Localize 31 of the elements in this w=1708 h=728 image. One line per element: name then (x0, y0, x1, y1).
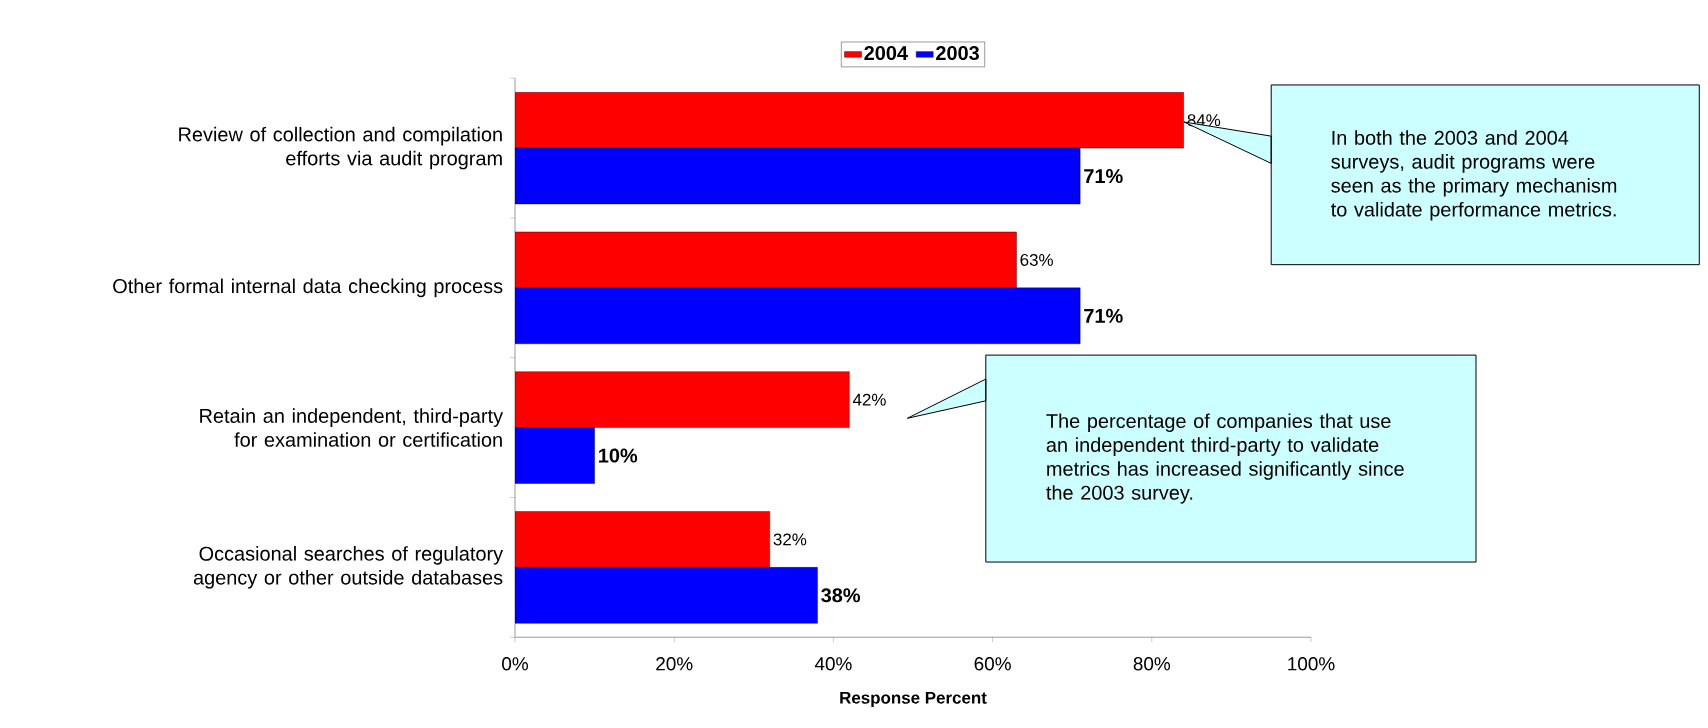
data-label: 84% (1187, 114, 1221, 127)
x-tick-label: 20% (656, 657, 693, 671)
data-label: 71% (1084, 169, 1123, 184)
data-label: 63% (1020, 254, 1053, 267)
data-label: 10% (599, 448, 638, 463)
legend-label: 2004 (864, 46, 908, 61)
annotation: The percentage of companies that use an independent third-party to validate metrics has increased significantly since the 2003 survey. (1046, 413, 1404, 504)
bar (515, 231, 1017, 289)
y-tick-label: Other formal internal data checking process (113, 278, 503, 298)
data-label: 38% (821, 588, 861, 603)
y-tick-label: Retain an independent, third-party for examination or certification (200, 408, 504, 448)
y-tick-label: Occasional searches of regulatory agency or other outside databases (193, 546, 504, 589)
bar (515, 371, 850, 428)
x-tick-label: 60% (974, 657, 1011, 671)
bar (515, 287, 1081, 345)
y-tick-label: Review of collection and compilation efforts via audit program (179, 127, 502, 170)
text: In both the 2003 and 2004 surveys, audit programs were seen as the primary mechanism to validate performance metrics. (1331, 130, 1617, 221)
bar (515, 92, 1184, 149)
bar (515, 427, 595, 484)
bar (515, 511, 770, 568)
data-label: 71% (1084, 308, 1123, 324)
data-label: 42% (852, 393, 886, 406)
bar (515, 148, 1081, 205)
bar (515, 567, 818, 624)
x-tick-label: 100% (1288, 657, 1335, 671)
x-tick-label: 80% (1133, 657, 1171, 671)
legend-label: 2003 (936, 46, 979, 61)
x-axis-title: Response Percent (840, 692, 987, 708)
x-tick-label: 0% (502, 657, 529, 671)
x-tick-label: 40% (814, 657, 852, 671)
data-label: 32% (773, 533, 807, 546)
